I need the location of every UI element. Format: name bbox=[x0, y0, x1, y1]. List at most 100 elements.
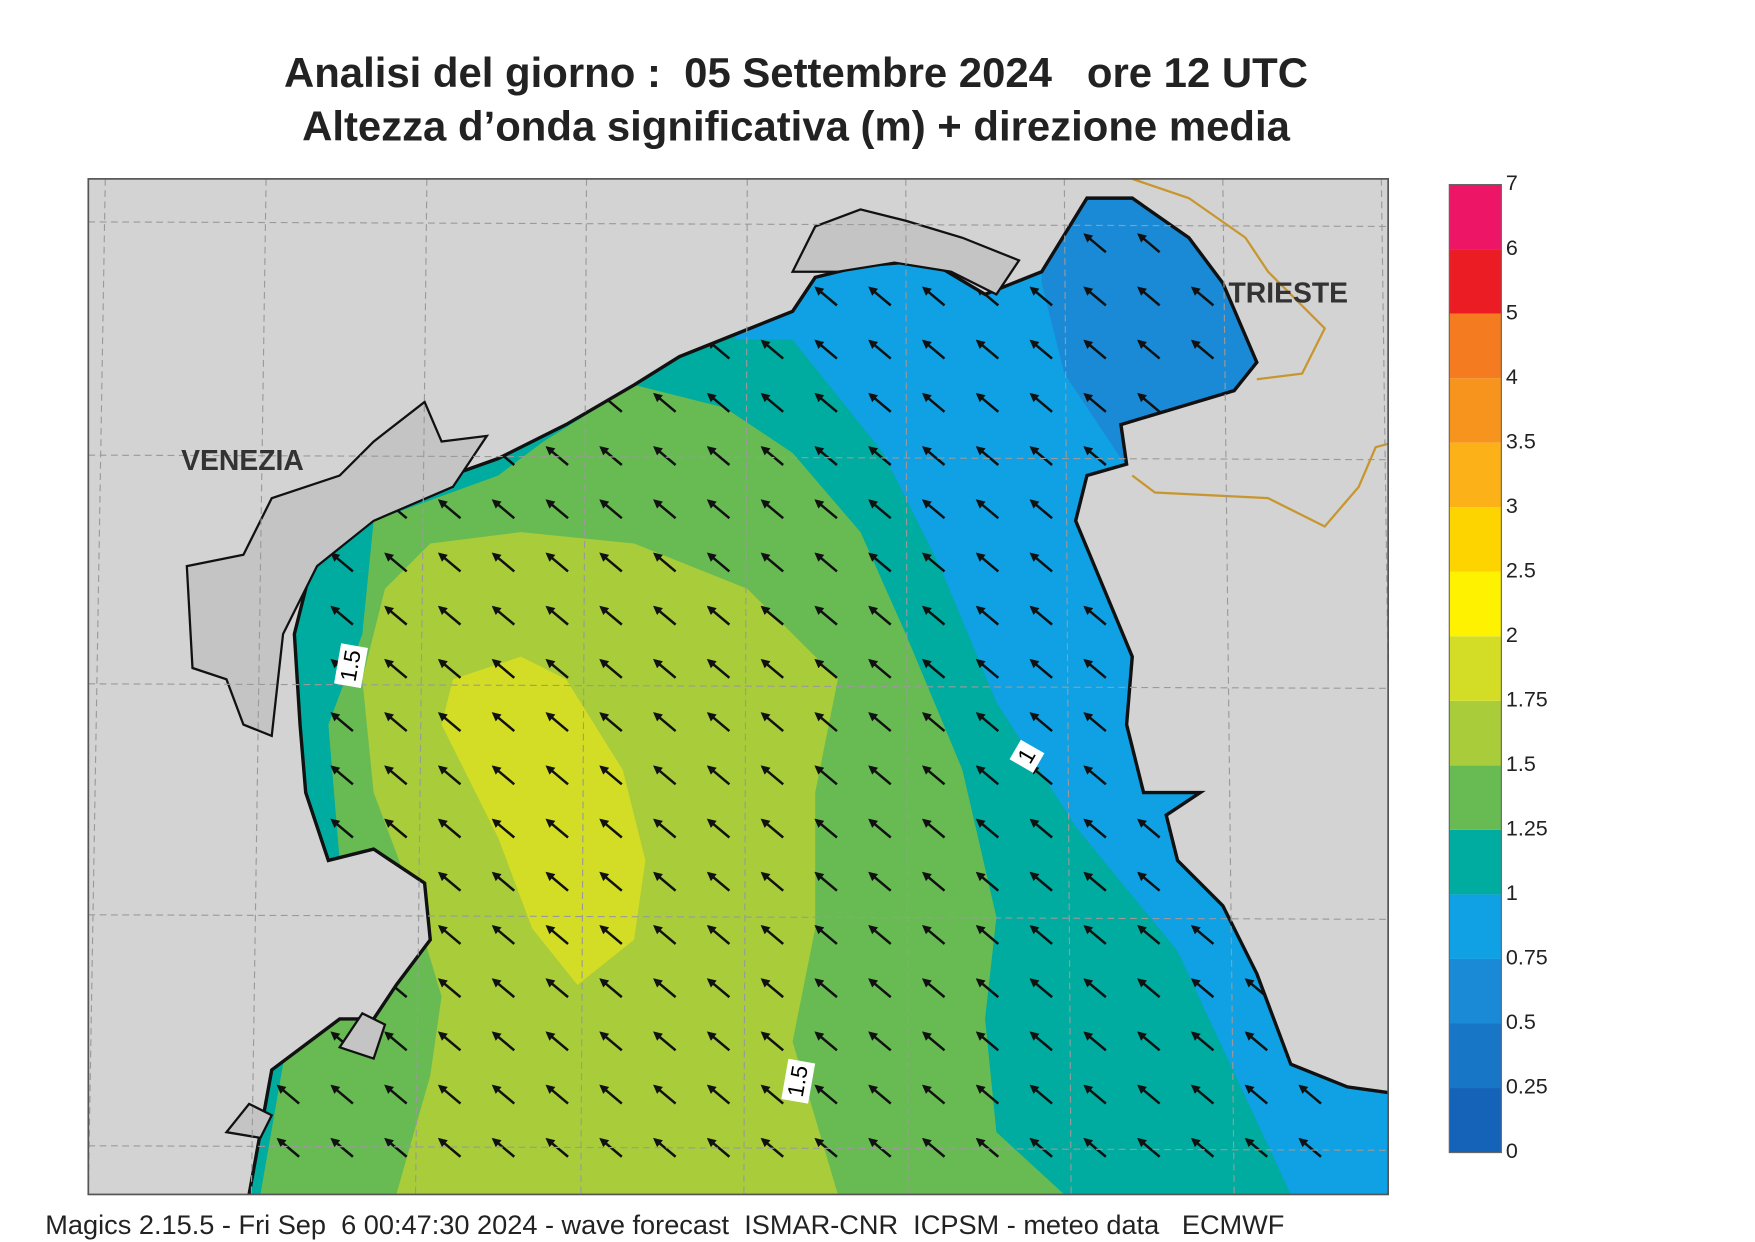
arrow-head bbox=[868, 978, 879, 988]
arrow-head bbox=[437, 924, 448, 935]
arrow bbox=[437, 765, 462, 786]
arrow-head bbox=[975, 552, 986, 562]
colorbar-label: 2.5 bbox=[1506, 558, 1536, 582]
arrow bbox=[760, 446, 784, 466]
arrow-head bbox=[384, 1031, 394, 1041]
arrow-head bbox=[921, 605, 932, 616]
arrow bbox=[653, 499, 677, 520]
arrow-head bbox=[1137, 1084, 1147, 1094]
arrow bbox=[330, 605, 354, 626]
arrow bbox=[653, 871, 677, 892]
arrow-head bbox=[599, 978, 610, 988]
arrow-head bbox=[1137, 924, 1147, 935]
arrow bbox=[330, 765, 354, 786]
arrow bbox=[491, 712, 516, 733]
arrow-head bbox=[653, 978, 663, 988]
lagoon bbox=[185, 400, 490, 738]
arrow bbox=[706, 978, 731, 999]
arrow bbox=[1190, 339, 1215, 360]
arrow bbox=[599, 871, 623, 892]
arrow bbox=[491, 1031, 516, 1052]
arrow bbox=[868, 658, 892, 679]
arrow-head bbox=[706, 658, 717, 669]
arrow-head bbox=[921, 1137, 932, 1148]
arrow-head bbox=[921, 339, 932, 349]
arrow bbox=[814, 446, 838, 466]
arrow-head bbox=[814, 446, 825, 456]
arrow bbox=[921, 978, 946, 999]
arrow bbox=[491, 499, 516, 520]
arrow-head bbox=[975, 499, 986, 509]
arrow-head bbox=[491, 818, 502, 828]
arrow-head bbox=[706, 924, 717, 935]
arrow-head bbox=[921, 286, 932, 296]
arrow-head bbox=[1083, 605, 1094, 616]
arrow-head bbox=[545, 871, 556, 882]
arrow bbox=[1029, 392, 1053, 413]
arrow bbox=[975, 339, 1000, 360]
arrow bbox=[706, 1031, 731, 1052]
arrow-head bbox=[491, 1031, 502, 1041]
arrow-head bbox=[1083, 712, 1094, 722]
arrow-head bbox=[653, 605, 663, 616]
arrow bbox=[814, 658, 838, 679]
arrow-head bbox=[437, 818, 448, 828]
arrow bbox=[921, 1084, 946, 1105]
arrow bbox=[1029, 658, 1053, 679]
arrow-head bbox=[868, 712, 879, 722]
arrow-head bbox=[545, 712, 556, 722]
arrow-head bbox=[1029, 552, 1040, 562]
arrow bbox=[1083, 339, 1107, 360]
arrow-head bbox=[975, 605, 986, 616]
arrow bbox=[437, 924, 462, 945]
arrow bbox=[1029, 871, 1053, 892]
arrow bbox=[599, 978, 623, 999]
arrow bbox=[814, 924, 838, 945]
arrow-head bbox=[1029, 978, 1040, 988]
arrow bbox=[814, 392, 838, 413]
arrow bbox=[384, 1084, 408, 1105]
arrow-head bbox=[760, 658, 771, 669]
arrow-head bbox=[491, 1084, 502, 1094]
zone-175-2 bbox=[441, 656, 646, 985]
arrow-head bbox=[814, 871, 825, 882]
arrow bbox=[814, 339, 838, 360]
arrow-head bbox=[975, 1137, 986, 1148]
arrow bbox=[1244, 1031, 1269, 1052]
arrow-head bbox=[706, 712, 717, 722]
colorbar-label: 1.75 bbox=[1506, 688, 1548, 712]
graticule bbox=[88, 178, 1389, 1195]
arrow bbox=[491, 871, 516, 892]
arrow-head bbox=[1190, 1031, 1201, 1041]
arrow bbox=[491, 1084, 516, 1105]
arrow-head bbox=[330, 605, 341, 616]
arrow bbox=[975, 1137, 1000, 1158]
arrow-head bbox=[975, 339, 986, 349]
arrow bbox=[1137, 871, 1161, 892]
arrow-head bbox=[868, 605, 879, 616]
arrow-head bbox=[760, 552, 771, 562]
arrow-head bbox=[330, 658, 341, 669]
arrow-head bbox=[868, 286, 879, 296]
colorbar-segment bbox=[1449, 958, 1502, 1024]
arrow bbox=[975, 446, 1000, 466]
arrow bbox=[384, 552, 408, 573]
title: Analisi del giorno : 05 Settembre 2024 o… bbox=[284, 49, 1308, 96]
arrow-head bbox=[814, 605, 825, 616]
arrow-head bbox=[814, 978, 825, 988]
arrow-head bbox=[491, 1137, 502, 1148]
arrow-head bbox=[1083, 658, 1094, 669]
colorbar-segment bbox=[1449, 636, 1502, 701]
arrow bbox=[1083, 871, 1107, 892]
arrow-head bbox=[330, 1137, 341, 1148]
arrow bbox=[330, 1137, 354, 1158]
arrow bbox=[868, 712, 892, 733]
arrow bbox=[975, 1084, 1000, 1105]
arrow bbox=[760, 552, 784, 573]
arrow bbox=[491, 552, 516, 573]
arrow bbox=[760, 871, 784, 892]
arrow bbox=[921, 924, 946, 945]
arrow bbox=[437, 552, 462, 573]
arrow-head bbox=[599, 658, 610, 669]
arrow-head bbox=[921, 499, 932, 509]
